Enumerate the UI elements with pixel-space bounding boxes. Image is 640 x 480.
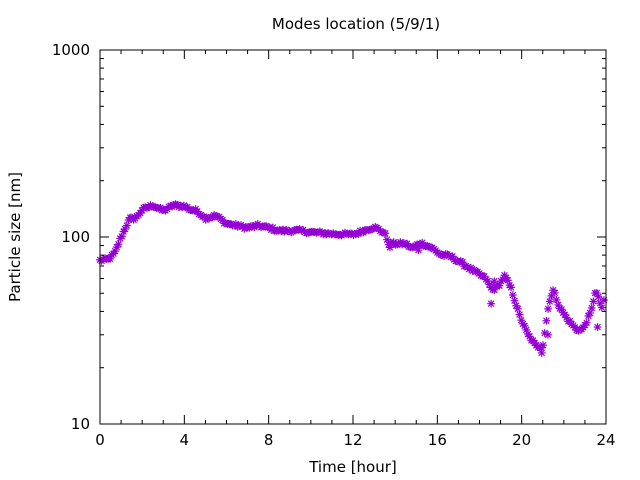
data-point bbox=[582, 318, 591, 327]
x-axis-label: Time [hour] bbox=[308, 458, 397, 476]
x-tick-label: 12 bbox=[343, 431, 362, 449]
axis-ticks: 0 4 8 12 16 20 24 10 100 1000 bbox=[52, 41, 616, 449]
y-tick-label: 10 bbox=[71, 415, 90, 433]
data-point bbox=[539, 341, 547, 350]
data-point bbox=[593, 323, 602, 331]
x-tick-label: 20 bbox=[512, 431, 531, 449]
data-point bbox=[594, 292, 603, 301]
data-point bbox=[537, 349, 546, 357]
data-point bbox=[381, 229, 390, 238]
data-point bbox=[542, 316, 551, 325]
data-point bbox=[597, 303, 606, 312]
y-tick-label: 100 bbox=[61, 228, 90, 246]
data-point bbox=[508, 291, 517, 299]
data-point bbox=[117, 232, 126, 241]
data-point bbox=[510, 296, 519, 305]
x-tick-label: 4 bbox=[180, 431, 190, 449]
data-point bbox=[414, 246, 423, 255]
data-point bbox=[589, 297, 598, 306]
x-tick-label: 16 bbox=[428, 431, 447, 449]
data-point bbox=[586, 309, 594, 317]
data-point bbox=[513, 304, 522, 313]
data-point bbox=[114, 240, 123, 249]
y-axis-label: Particle size [nm] bbox=[6, 172, 24, 302]
data-point bbox=[552, 295, 561, 304]
x-tick-label: 8 bbox=[264, 431, 274, 449]
data-point bbox=[122, 221, 131, 230]
data-point bbox=[544, 304, 552, 313]
data-points bbox=[96, 200, 608, 357]
x-tick-label: 0 bbox=[95, 431, 105, 449]
data-point bbox=[515, 310, 524, 319]
data-point bbox=[507, 283, 516, 292]
x-tick-label: 24 bbox=[596, 431, 615, 449]
y-tick-label: 1000 bbox=[52, 41, 90, 59]
data-point bbox=[385, 243, 394, 252]
data-point bbox=[490, 277, 499, 286]
data-point bbox=[487, 299, 495, 308]
data-point bbox=[545, 297, 554, 306]
chart-title: Modes location (5/9/1) bbox=[272, 15, 440, 33]
data-point bbox=[550, 288, 559, 297]
data-point bbox=[544, 330, 552, 339]
data-point bbox=[587, 304, 596, 312]
